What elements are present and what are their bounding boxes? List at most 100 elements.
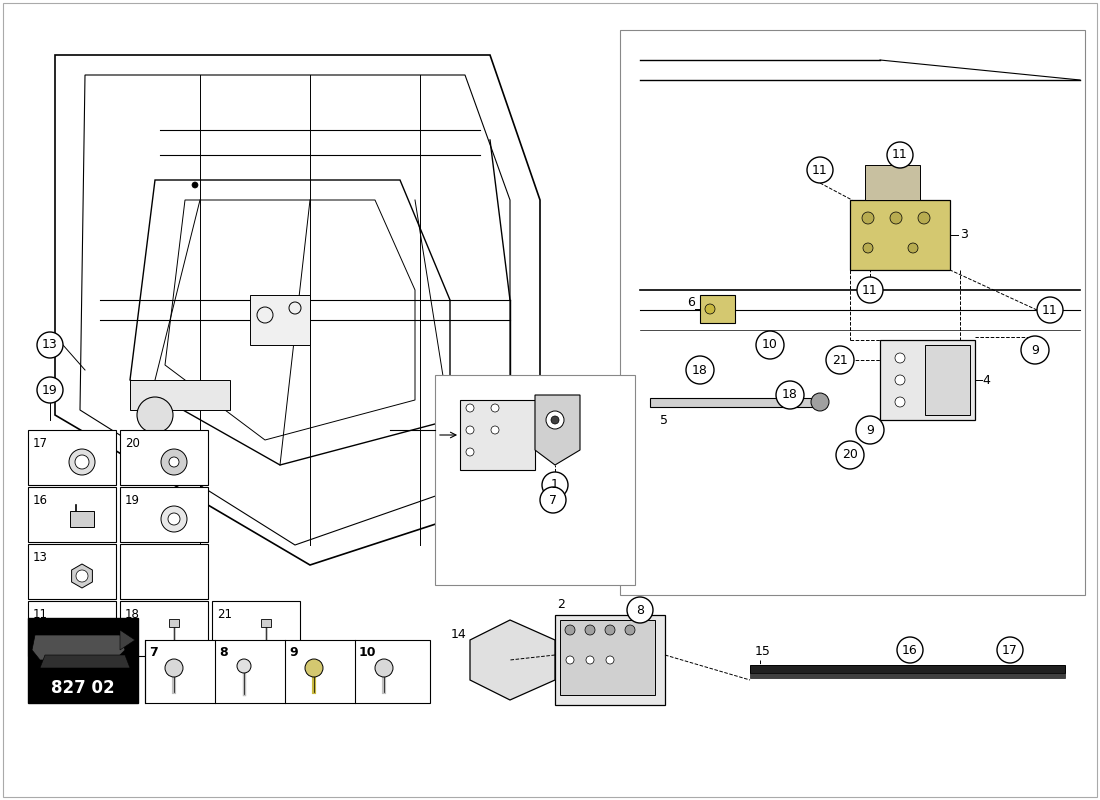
Text: 17: 17 — [1002, 643, 1018, 657]
Bar — [28, 487, 115, 542]
Text: 5: 5 — [660, 414, 668, 426]
Circle shape — [491, 404, 499, 412]
Circle shape — [1021, 336, 1049, 364]
Text: 10: 10 — [359, 646, 376, 659]
Circle shape — [997, 637, 1023, 663]
Text: 13: 13 — [42, 338, 58, 351]
Text: 18: 18 — [782, 389, 797, 402]
Polygon shape — [470, 620, 556, 700]
Circle shape — [165, 659, 183, 677]
Text: 18: 18 — [125, 608, 140, 621]
Polygon shape — [40, 655, 130, 668]
Text: 12: 12 — [120, 451, 135, 465]
Text: 19: 19 — [125, 494, 140, 507]
Bar — [650, 398, 820, 407]
Circle shape — [37, 332, 63, 358]
Circle shape — [705, 304, 715, 314]
Text: 16: 16 — [33, 494, 48, 507]
Text: 11: 11 — [1042, 303, 1058, 317]
Circle shape — [540, 487, 566, 513]
Circle shape — [686, 356, 714, 384]
Bar — [620, 30, 1085, 595]
Circle shape — [305, 659, 323, 677]
Bar — [169, 619, 179, 627]
Bar — [250, 295, 310, 345]
Text: 14: 14 — [450, 629, 466, 642]
Text: 7: 7 — [549, 494, 557, 506]
Circle shape — [566, 656, 574, 664]
Polygon shape — [535, 395, 580, 465]
Circle shape — [466, 426, 474, 434]
Text: 10: 10 — [762, 338, 778, 351]
Bar — [120, 544, 208, 599]
Text: 8: 8 — [219, 646, 228, 659]
Bar — [556, 615, 666, 705]
Circle shape — [864, 243, 873, 253]
Circle shape — [546, 411, 564, 429]
Text: 11: 11 — [33, 608, 48, 621]
Bar — [70, 511, 94, 527]
Text: 11: 11 — [862, 283, 878, 297]
Text: 19: 19 — [42, 383, 58, 397]
Circle shape — [466, 404, 474, 412]
Text: 11: 11 — [892, 149, 907, 162]
Polygon shape — [72, 564, 92, 588]
Circle shape — [862, 212, 874, 224]
Text: 9: 9 — [866, 423, 873, 437]
Circle shape — [375, 659, 393, 677]
Text: 18: 18 — [692, 363, 708, 377]
Circle shape — [890, 212, 902, 224]
Bar — [560, 620, 654, 695]
Bar — [145, 640, 430, 703]
Circle shape — [76, 570, 88, 582]
Text: 16: 16 — [902, 643, 917, 657]
Text: a passion for parts since 1978: a passion for parts since 1978 — [322, 480, 658, 500]
Text: 11: 11 — [812, 163, 828, 177]
Circle shape — [856, 416, 884, 444]
Circle shape — [236, 659, 251, 673]
Circle shape — [908, 243, 918, 253]
Circle shape — [896, 637, 923, 663]
Polygon shape — [55, 55, 540, 565]
Bar — [28, 618, 138, 703]
Circle shape — [466, 448, 474, 456]
Circle shape — [161, 449, 187, 475]
Text: 13: 13 — [33, 551, 48, 564]
Text: 17: 17 — [33, 437, 48, 450]
Circle shape — [138, 397, 173, 433]
Circle shape — [192, 182, 198, 188]
Text: 15: 15 — [755, 645, 771, 658]
Bar — [700, 295, 735, 323]
Bar — [460, 400, 535, 470]
Bar — [77, 619, 87, 627]
Text: 3: 3 — [960, 229, 968, 242]
Circle shape — [811, 393, 829, 411]
Text: 2: 2 — [557, 598, 565, 611]
Bar — [261, 619, 271, 627]
Circle shape — [836, 441, 864, 469]
Bar — [925, 345, 970, 415]
Text: eurocarparts: eurocarparts — [187, 397, 673, 463]
Bar — [28, 430, 115, 485]
Bar — [28, 544, 115, 599]
Circle shape — [605, 625, 615, 635]
Text: 4: 4 — [982, 374, 990, 386]
Polygon shape — [120, 630, 135, 650]
Text: 827 02: 827 02 — [52, 679, 114, 697]
Circle shape — [606, 656, 614, 664]
Circle shape — [627, 597, 653, 623]
Text: 9: 9 — [1031, 343, 1038, 357]
Bar — [750, 665, 1065, 673]
Circle shape — [776, 381, 804, 409]
Text: 1: 1 — [551, 478, 559, 491]
Text: 7: 7 — [148, 646, 157, 659]
Bar — [212, 601, 300, 656]
Circle shape — [585, 625, 595, 635]
Bar — [434, 375, 635, 585]
Circle shape — [491, 426, 499, 434]
Bar — [130, 380, 230, 410]
Circle shape — [857, 277, 883, 303]
Text: 6: 6 — [688, 295, 695, 309]
Circle shape — [75, 455, 89, 469]
Circle shape — [168, 513, 180, 525]
